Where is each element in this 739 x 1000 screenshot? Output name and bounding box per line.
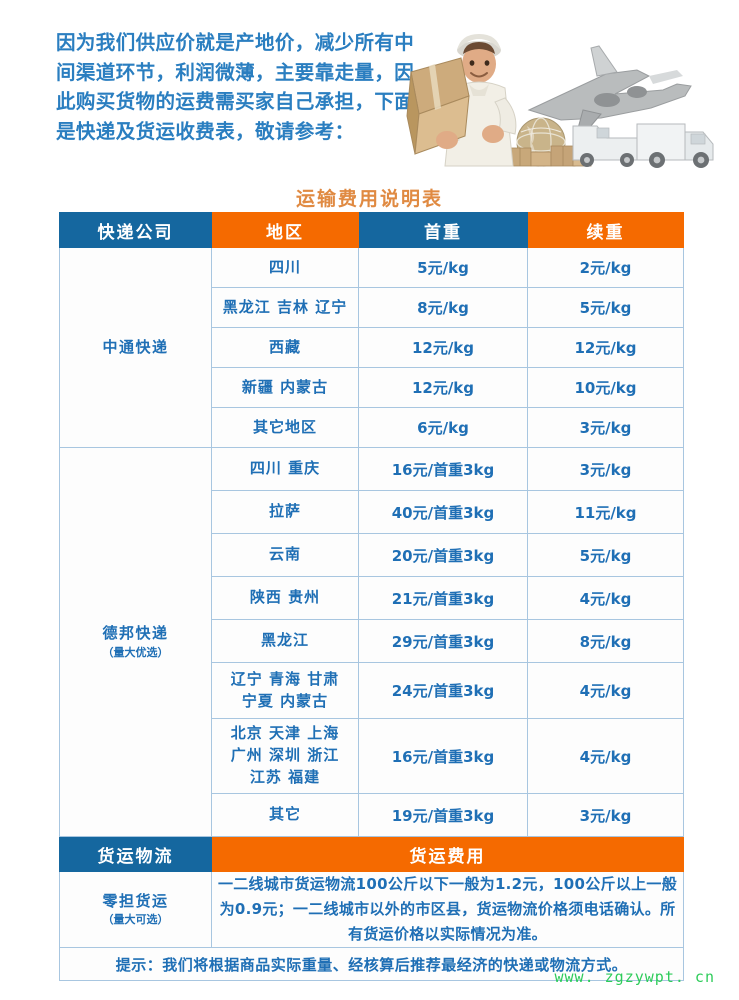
carrier-label: 德邦快递 [102,624,169,643]
first-weight-cell: 19元/首重3kg [358,793,528,837]
table-row: 辽宁 青海 甘肃 宁夏 内蒙古 24元/首重3kg 4元/kg [60,662,684,719]
tip-note: 提示：我们将根据商品实际重量、经核算后推荐最经济的快递或物流方式。 [59,947,684,981]
shipping-rate-table: 快递公司 地区 首重 续重 中通快递 四川 5元/kg 2元/kg 黑龙江 吉林… [59,212,684,981]
first-weight-cell: 12元/kg [358,367,528,408]
airplane-icon [527,45,692,134]
carrier-note: （量大优选） [102,645,169,659]
header-carrier: 快递公司 [59,212,212,248]
table-row: 中通快递 四川 5元/kg 2元/kg [59,247,684,448]
page-title: 运输费用说明表 [295,188,443,210]
table-row: 其它 19元/首重3kg 3元/kg [60,793,684,837]
header-first-weight: 首重 [358,212,528,248]
region-cell: 黑龙江 [211,619,359,663]
table-row: 西藏 12元/kg 12元/kg [60,327,684,368]
first-weight-cell: 29元/首重3kg [358,619,528,663]
van-icon [572,125,638,167]
region-cell: 辽宁 青海 甘肃 宁夏 内蒙古 [211,662,359,719]
first-weight-cell: 24元/首重3kg [358,662,528,719]
table-row: 黑龙江 吉林 辽宁 8元/kg 5元/kg [60,287,684,328]
additional-weight-cell: 4元/kg [527,576,684,620]
additional-weight-cell: 3元/kg [527,793,684,837]
site-watermark: www. zgzywpt. cn [554,968,715,986]
first-weight-cell: 20元/首重3kg [358,533,528,577]
table-row: 其它地区 6元/kg 3元/kg [60,407,684,448]
additional-weight-cell: 8元/kg [527,619,684,663]
truck-icon [636,123,714,168]
logistics-illustration [401,14,731,174]
table-row: 拉萨 40元/首重3kg 11元/kg [60,490,684,534]
additional-weight-cell: 10元/kg [527,367,684,408]
region-cell: 新疆 内蒙古 [211,367,359,408]
region-cell: 西藏 [211,327,359,368]
freight-header-value: 货运费用 [211,836,684,872]
region-cell: 拉萨 [211,490,359,534]
additional-weight-cell: 5元/kg [527,287,684,328]
first-weight-cell: 21元/首重3kg [358,576,528,620]
first-weight-cell: 16元/首重3kg [358,447,528,491]
additional-weight-cell: 12元/kg [527,327,684,368]
additional-weight-cell: 4元/kg [527,718,684,794]
first-weight-cell: 40元/首重3kg [358,490,528,534]
tip-row: 提示：我们将根据商品实际重量、经核算后推荐最经济的快递或物流方式。 [59,947,684,981]
region-cell: 云南 [211,533,359,577]
header-region: 地区 [211,212,359,248]
freight-header-row: 货运物流 货运费用 [59,836,684,872]
freight-note: （量大可选） [102,913,169,927]
additional-weight-cell: 3元/kg [527,407,684,448]
header-section: 因为我们供应价就是产地价，减少所有中间渠道环节，利润微薄，主要靠走量，因此购买货… [0,0,739,182]
table-header-row: 快递公司 地区 首重 续重 [59,212,684,248]
region-cell: 北京 天津 上海 广州 深圳 浙江 江苏 福建 [211,718,359,794]
carrier-name-deppon: 德邦快递 （量大优选） [59,447,212,837]
additional-weight-cell: 5元/kg [527,533,684,577]
additional-weight-cell: 3元/kg [527,447,684,491]
intro-paragraph: 因为我们供应价就是产地价，减少所有中间渠道环节，利润微薄，主要靠走量，因此购买货… [56,31,415,143]
first-weight-cell: 12元/kg [358,327,528,368]
carrier-name-zto: 中通快递 [59,247,212,448]
freight-label: 零担货运 [102,891,169,910]
delivery-man-icon [406,34,517,167]
carrier-label: 中通快递 [102,338,169,357]
table-row: 云南 20元/首重3kg 5元/kg [60,533,684,577]
region-cell: 四川 重庆 [211,447,359,491]
region-cell: 其它地区 [211,407,359,448]
table-row: 北京 天津 上海 广州 深圳 浙江 江苏 福建 16元/首重3kg 4元/kg [60,718,684,794]
region-cell: 其它 [211,793,359,837]
table-row: 德邦快递 （量大优选） 四川 重庆 16元/首重3kg 3元/kg [59,447,684,837]
additional-weight-cell: 4元/kg [527,662,684,719]
additional-weight-cell: 11元/kg [527,490,684,534]
freight-header-label: 货运物流 [59,836,212,872]
freight-description: 一二线城市货运物流100公斤以下一般为1.2元，100公斤以上一般为0.9元；一… [211,871,684,948]
freight-row: 零担货运 （量大可选） 一二线城市货运物流100公斤以下一般为1.2元，100公… [59,871,684,948]
table-row: 陕西 贵州 21元/首重3kg 4元/kg [60,576,684,620]
header-additional-weight: 续重 [527,212,684,248]
freight-service-name: 零担货运 （量大可选） [59,871,212,948]
additional-weight-cell: 2元/kg [527,247,684,288]
first-weight-cell: 5元/kg [358,247,528,288]
region-cell: 陕西 贵州 [211,576,359,620]
first-weight-cell: 6元/kg [358,407,528,448]
region-cell: 黑龙江 吉林 辽宁 [211,287,359,328]
first-weight-cell: 8元/kg [358,287,528,328]
region-cell: 四川 [211,247,359,288]
first-weight-cell: 16元/首重3kg [358,718,528,794]
